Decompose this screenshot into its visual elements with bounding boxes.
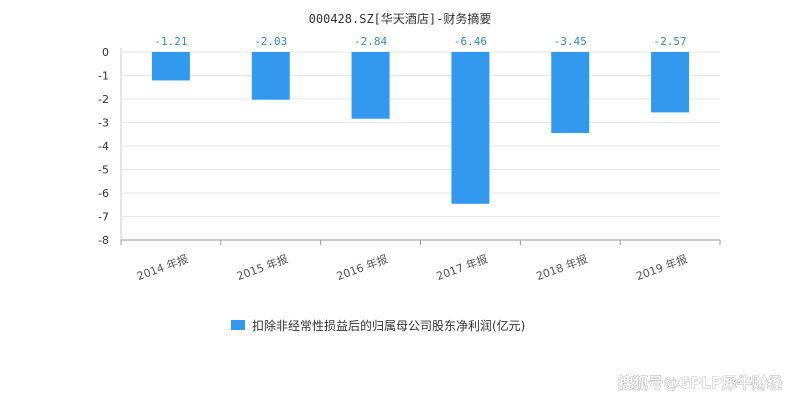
data-label: -1.21	[154, 35, 187, 48]
x-tick-label: 2019 年报	[634, 252, 689, 283]
x-tick-label: 2016 年报	[335, 252, 390, 283]
bar-2015-年报[interactable]	[251, 52, 290, 100]
y-tick-label: -7	[98, 211, 109, 224]
x-tick-label: 2014 年报	[135, 252, 190, 283]
chart-title: 000428.SZ[华天酒店]-财务摘要	[309, 11, 492, 26]
x-tick-label: 2015 年报	[235, 252, 290, 283]
bar-2018-年报[interactable]	[551, 52, 590, 134]
bar-2016-年报[interactable]	[351, 52, 390, 119]
legend-swatch	[231, 320, 245, 330]
y-tick-label: -8	[98, 234, 109, 247]
y-tick-label: -1	[98, 70, 109, 83]
bar-2014-年报[interactable]	[151, 52, 190, 81]
legend[interactable]: 扣除非经常性损益后的归属母公司股东净利润(亿元)	[231, 318, 525, 333]
data-label: -3.45	[554, 35, 587, 48]
data-label: -2.84	[354, 35, 387, 48]
gridlines	[121, 51, 720, 217]
data-label: -2.03	[254, 35, 287, 48]
legend-label: 扣除非经常性损益后的归属母公司股东净利润(亿元)	[252, 318, 525, 333]
y-tick-label: -2	[98, 93, 109, 106]
data-label: -6.46	[454, 35, 487, 48]
y-tick-label: -6	[98, 187, 109, 200]
x-tick-label: 2017 年报	[434, 252, 489, 283]
y-tick-label: -5	[98, 164, 109, 177]
x-tick-labels: 2014 年报 2015 年报 2016 年报 2017 年报 2018 年报 2019 …	[135, 252, 689, 283]
data-labels: -1.21 -2.03 -2.84 -6.46 -3.45 -2.57	[154, 35, 686, 48]
data-label: -2.57	[654, 35, 687, 48]
bars	[151, 52, 690, 204]
bar-2019-年报[interactable]	[651, 52, 690, 113]
axes: 0 -1 -2 -3 -4 -5 -6 -7 -8	[98, 46, 721, 247]
watermark: 搜狐号@GPLP犀牛财经	[618, 374, 782, 392]
y-tick-label: -4	[98, 140, 109, 153]
bar-2017-年报[interactable]	[451, 52, 490, 204]
y-tick-label: -3	[98, 117, 109, 130]
x-tick-label: 2018 年报	[534, 252, 589, 283]
y-tick-label: 0	[102, 46, 109, 59]
